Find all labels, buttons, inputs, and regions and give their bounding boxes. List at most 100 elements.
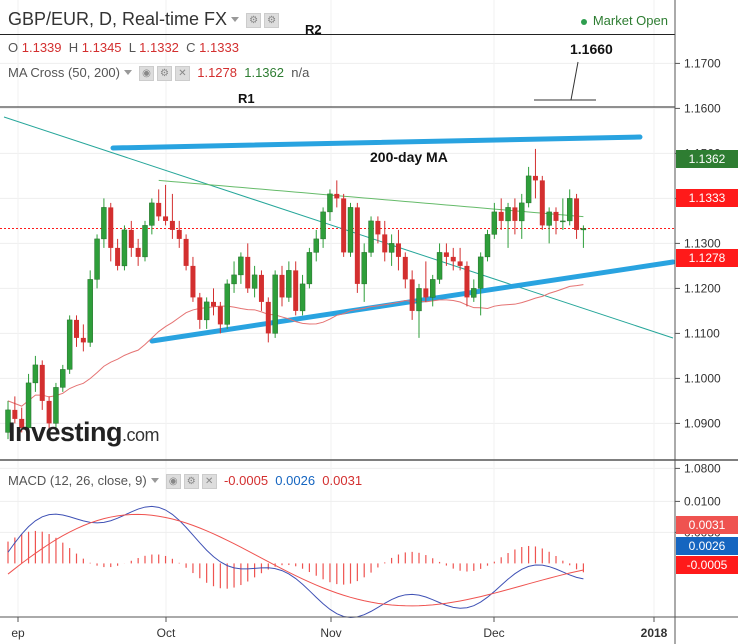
gear-icon[interactable]: ⚙	[157, 66, 172, 82]
macd-badge	[676, 556, 738, 574]
macd-signal-value: 0.0031	[322, 473, 363, 488]
gear-icon[interactable]: ⚙	[264, 12, 280, 28]
low-label: L	[128, 40, 136, 55]
candle-body	[169, 220, 175, 230]
candle-body	[53, 387, 59, 424]
candle-body	[39, 364, 45, 401]
candle-body	[286, 270, 292, 298]
candle-body	[491, 211, 498, 235]
candle-body	[156, 202, 162, 217]
price-tick-label: 1.1200	[684, 281, 721, 295]
eye-icon[interactable]: ◉	[165, 474, 181, 490]
time-axis: ep Oct Nov Dec 2018	[11, 617, 668, 640]
ma200-label: 200-day MA	[370, 149, 448, 165]
chevron-down-icon[interactable]	[150, 478, 159, 484]
r1-label: R1	[238, 91, 255, 106]
candle-body	[457, 261, 463, 266]
downtrend-line	[3, 116, 674, 339]
ma-na-value: n/a	[291, 65, 310, 80]
candle-body	[484, 234, 491, 258]
candle-body	[505, 207, 511, 222]
price-badge-label: 1.1333	[689, 191, 726, 205]
candle-body	[327, 193, 333, 213]
price-tick-label: 1.0800	[684, 461, 721, 475]
ma-legend[interactable]: MA Cross (50, 200) ◉ ⚙ ✕ 1.1278 1.1362 n/a	[8, 65, 310, 82]
candle-body	[354, 207, 360, 284]
candle-body	[341, 198, 347, 253]
candle-body	[532, 175, 538, 181]
price-grid	[0, 0, 675, 617]
price-badges: 1.1362 1.1333 1.1278 0.0031 0.0026 -0.0005	[676, 150, 738, 574]
chevron-down-icon[interactable]	[124, 70, 132, 76]
macd-legend[interactable]: MACD (12, 26, close, 9) ◉ ⚙ ✕ -0.0005 0.002…	[8, 473, 363, 490]
candle-body	[12, 409, 18, 419]
chart-title-bar[interactable]: GBP/EUR, D, Real-time FX ⚙ ⚙	[8, 9, 280, 30]
candle-body	[546, 211, 552, 226]
candle-body	[347, 207, 354, 253]
chevron-down-icon[interactable]	[231, 16, 240, 22]
candle-body	[416, 288, 422, 312]
price-badge-label: 1.1278	[689, 251, 726, 265]
candle-body	[142, 225, 148, 258]
close-icon[interactable]: ✕	[201, 474, 217, 490]
upper-channel-line	[110, 134, 643, 151]
price-tick-label: 1.1600	[684, 101, 721, 115]
eye-icon[interactable]: ◉	[139, 66, 154, 82]
macd-line	[7, 505, 584, 619]
candle-body	[258, 274, 264, 302]
candle-body	[66, 319, 73, 370]
high-value: 1.1345	[81, 40, 122, 55]
candle-body	[203, 301, 210, 321]
price-tick-label: 1.1700	[684, 56, 721, 70]
candle-body	[60, 369, 66, 388]
candle-body	[498, 211, 504, 221]
candle-body	[176, 229, 182, 239]
candle-body	[211, 301, 216, 307]
high-label: H	[68, 40, 79, 55]
candle-body	[108, 207, 114, 248]
macd-badge-label: 0.0026	[689, 539, 726, 553]
price-tick-label: 1.1100	[684, 326, 720, 340]
gear-icon[interactable]: ⚙	[183, 474, 199, 490]
market-status-label: Market Open	[592, 13, 668, 28]
candle-body	[313, 238, 319, 253]
candle-body	[580, 228, 587, 231]
candle-body	[574, 198, 580, 230]
candle-body	[32, 364, 39, 384]
candle-body	[101, 207, 107, 240]
candle-body	[272, 274, 278, 334]
candle-body	[477, 256, 484, 289]
candle-body	[464, 265, 470, 298]
price-badge-label: 1.1362	[689, 152, 726, 166]
price-tick-label: 1.0900	[684, 416, 721, 430]
candle-body	[436, 252, 443, 280]
candle-body	[74, 319, 79, 338]
candle-body	[293, 270, 299, 311]
ma50-line	[7, 284, 584, 407]
candle-body	[409, 279, 415, 311]
time-tick-label: Dec	[483, 626, 504, 640]
candle-body	[334, 193, 340, 199]
candle-body	[149, 202, 155, 226]
time-tick-label: 2018	[641, 626, 668, 640]
macd-badge-label: 0.0031	[689, 518, 726, 532]
candle-body	[190, 265, 196, 298]
candle-body	[135, 247, 141, 257]
close-icon[interactable]: ✕	[175, 66, 190, 82]
candle-body	[5, 409, 11, 433]
macd-label: MACD (12, 26, close, 9)	[8, 473, 147, 488]
candle-body	[560, 220, 566, 223]
candle-body	[525, 175, 532, 204]
annotations: R2 R1 1.1660 200-day MA	[238, 22, 613, 165]
candle-body	[553, 211, 559, 221]
time-tick-label: Oct	[157, 626, 176, 640]
candle-body	[279, 274, 285, 298]
settings-icon[interactable]: ⚙	[246, 12, 262, 28]
candle-body	[238, 256, 244, 276]
macd-badge	[676, 537, 738, 555]
candle-body	[251, 274, 258, 289]
signal-line	[7, 513, 584, 607]
candle-body	[395, 243, 401, 257]
candle-body	[128, 229, 134, 248]
